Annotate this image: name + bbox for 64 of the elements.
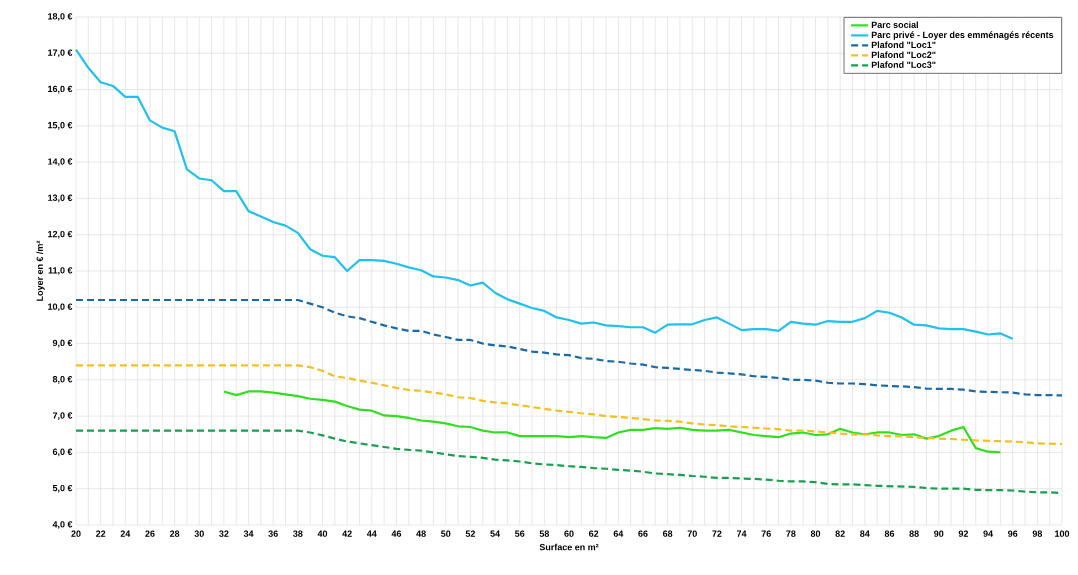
x-tick-label: 86	[884, 530, 895, 537]
x-tick-label: 92	[958, 530, 969, 537]
x-tick-label: 74	[736, 530, 747, 537]
x-tick-label: 30	[194, 530, 204, 537]
x-tick-label: 60	[564, 530, 574, 537]
legend-label: Plafond "Loc2"	[871, 51, 936, 58]
y-tick-label: 4,0 €	[52, 521, 73, 529]
x-tick-label: 46	[391, 530, 402, 537]
x-tick-label: 62	[589, 530, 599, 537]
x-tick-label: 52	[465, 530, 476, 537]
x-tick-label: 78	[786, 530, 796, 537]
x-tick-label: 70	[687, 530, 697, 537]
x-tick-label: 32	[219, 530, 229, 537]
y-tick-label: 15,0 €	[48, 122, 73, 130]
y-tick-label: 17,0 €	[48, 49, 73, 58]
x-tick-label: 72	[712, 530, 722, 537]
y-tick-label: 10,0 €	[48, 303, 73, 312]
y-axis-title: Loyer en € /m²	[36, 240, 45, 301]
y-tick-label: 16,0 €	[48, 85, 73, 94]
legend-label: Parc privé - Loyer des emménagés récents	[871, 31, 1054, 40]
x-tick-label: 34	[243, 530, 254, 537]
x-tick-label: 68	[662, 530, 673, 537]
x-tick-label: 38	[293, 530, 303, 537]
x-tick-label: 90	[934, 530, 944, 537]
x-tick-label: 36	[268, 530, 278, 537]
x-tick-label: 50	[441, 530, 451, 537]
x-tick-label: 88	[909, 530, 919, 537]
y-tick-label: 18,0 €	[48, 13, 73, 21]
y-tick-label: 12,0 €	[48, 230, 73, 239]
x-tick-label: 98	[1032, 530, 1043, 537]
x-tick-label: 80	[810, 530, 821, 537]
x-tick-label: 22	[95, 530, 106, 537]
legend-label: Plafond "Loc1"	[871, 41, 936, 48]
x-tick-label: 40	[317, 530, 328, 537]
legend-label: Parc social	[871, 21, 918, 28]
x-tick-label: 84	[860, 530, 870, 537]
y-tick-label: 11,0 €	[48, 267, 73, 275]
x-tick-label: 82	[835, 530, 845, 537]
y-tick-label: 8,0 €	[52, 376, 73, 384]
x-tick-label: 26	[145, 530, 155, 537]
y-tick-label: 9,0 €	[52, 339, 73, 348]
x-tick-label: 96	[1008, 530, 1018, 537]
x-axis-title: Surface en m²	[539, 543, 599, 551]
x-tick-label: 44	[366, 530, 377, 537]
x-tick-label: 42	[342, 530, 352, 537]
x-tick-label: 54	[490, 530, 500, 537]
x-tick-label: 56	[515, 530, 525, 537]
x-tick-label: 94	[983, 530, 993, 537]
x-tick-label: 28	[169, 530, 180, 537]
y-tick-label: 7,0 €	[52, 412, 73, 420]
line-series	[74, 48, 1014, 340]
x-tick-label: 66	[638, 530, 648, 537]
x-tick-label: 20	[71, 530, 81, 537]
x-tick-label: 100	[1055, 530, 1070, 537]
legend-label: Plafond "Loc3"	[871, 61, 936, 68]
y-tick-label: 6,0 €	[52, 448, 73, 457]
x-tick-label: 58	[539, 530, 550, 537]
y-tick-label: 5,0 €	[52, 484, 73, 493]
x-tick-label: 76	[761, 530, 771, 537]
y-tick-label: 14,0 €	[48, 158, 73, 166]
x-tick-label: 64	[613, 530, 624, 537]
x-tick-label: 48	[416, 530, 426, 537]
y-tick-label: 13,0 €	[48, 194, 73, 203]
x-tick-label: 24	[120, 530, 131, 537]
